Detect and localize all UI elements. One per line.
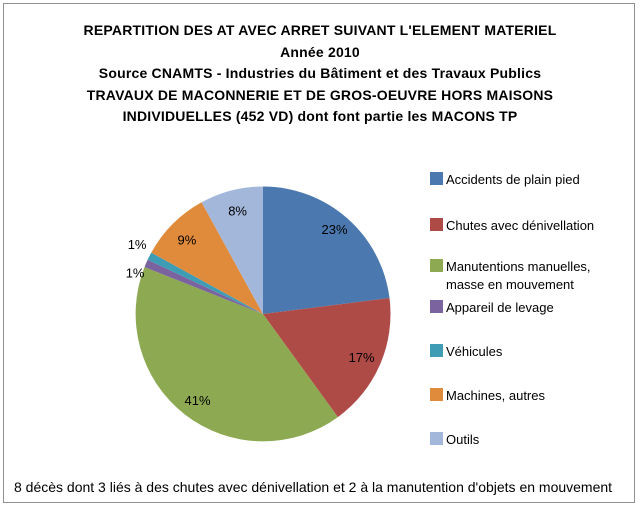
chart-title-line: REPARTITION DES AT AVEC ARRET SUIVANT L'… bbox=[83, 22, 557, 38]
chart-annotation: 8 décès dont 3 liés à des chutes avec dé… bbox=[14, 479, 613, 495]
chart-title: REPARTITION DES AT AVEC ARRET SUIVANT L'… bbox=[0, 20, 640, 128]
pie-value-label-3: 1% bbox=[126, 265, 145, 280]
pie-value-label-6: 8% bbox=[228, 204, 247, 219]
chart-title-line: TRAVAUX DE MACONNERIE ET DE GROS-OEUVRE … bbox=[86, 86, 554, 103]
legend-item: Outils bbox=[430, 431, 479, 449]
legend-label: Chutes avec dénivellation bbox=[446, 218, 595, 233]
legend-swatch bbox=[430, 432, 443, 445]
chart-title-line: INDIVIDUELLES (452 VD) dont font partie … bbox=[122, 108, 518, 124]
pie-slice-6 bbox=[201, 186, 263, 314]
pie-value-label-2: 41% bbox=[184, 393, 210, 408]
pie-slice-5 bbox=[151, 202, 263, 314]
legend-swatch bbox=[430, 218, 443, 231]
legend-swatch bbox=[430, 259, 443, 272]
legend-label: Machines, autres bbox=[446, 388, 545, 403]
legend-item: Véhicules bbox=[430, 343, 502, 361]
legend-item: Chutes avec dénivellation bbox=[430, 217, 594, 235]
pie-slice-0 bbox=[263, 186, 390, 314]
pie-slice-4 bbox=[147, 252, 263, 314]
pie-value-label-5: 9% bbox=[178, 232, 197, 247]
chart-title-line: Année 2010 bbox=[280, 43, 360, 60]
pie-value-label-4: 1% bbox=[128, 237, 147, 252]
chart-title-line: Source CNAMTS - Industries du Bâtiment e… bbox=[98, 65, 542, 81]
legend-item: Accidents de plain pied bbox=[430, 171, 580, 189]
legend-label: Manutentions manuelles, masse en mouveme… bbox=[446, 259, 591, 292]
legend-label: Appareil de levage bbox=[446, 300, 554, 315]
legend-label: Accidents de plain pied bbox=[446, 172, 580, 187]
legend-label: Outils bbox=[446, 432, 480, 447]
legend-item: Manutentions manuelles, masse en mouveme… bbox=[430, 258, 591, 293]
pie-slice-3 bbox=[144, 259, 263, 314]
legend-swatch bbox=[430, 388, 443, 401]
pie-slice-2 bbox=[135, 267, 338, 442]
pie-slice-1 bbox=[263, 298, 391, 418]
legend-swatch bbox=[430, 300, 443, 313]
pie-value-label-0: 23% bbox=[321, 222, 347, 237]
legend-label: Véhicules bbox=[446, 344, 503, 359]
pie-value-label-1: 17% bbox=[349, 350, 375, 365]
legend-swatch bbox=[430, 344, 443, 357]
legend-item: Machines, autres bbox=[430, 387, 545, 405]
legend-swatch bbox=[430, 172, 443, 185]
legend-item: Appareil de levage bbox=[430, 299, 554, 317]
